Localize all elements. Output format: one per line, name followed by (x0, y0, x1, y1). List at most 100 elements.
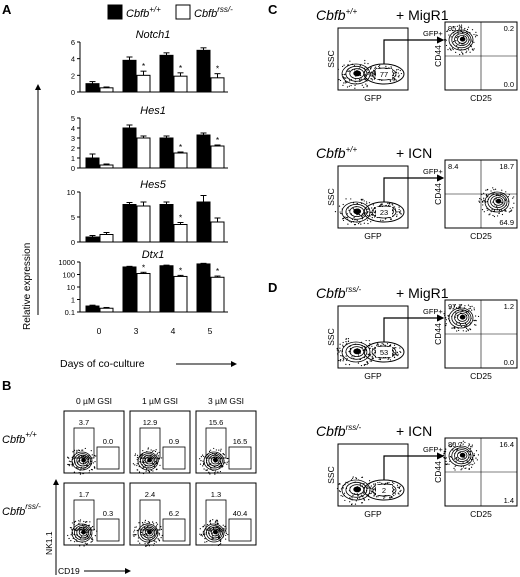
row-genotype-label-sup: +/+ (25, 430, 37, 439)
event-dot (454, 316, 457, 318)
event-dot (371, 216, 373, 219)
event-dot (78, 520, 80, 522)
event-dot (359, 497, 361, 499)
event-dot (372, 204, 374, 206)
event-dot (398, 76, 400, 78)
event-dot (373, 488, 375, 490)
event-dot (366, 219, 369, 221)
event-dot (81, 455, 83, 457)
panel-label-c: C (268, 2, 278, 17)
event-dot (479, 198, 481, 200)
event-dot (394, 206, 396, 208)
nk-gate-value: 12.9 (143, 418, 158, 427)
event-dot (154, 450, 157, 453)
event-dot (461, 51, 463, 53)
event-dot (338, 78, 340, 81)
row-genotype-label-base: Cbfb (2, 506, 25, 518)
event-dot (379, 64, 381, 66)
event-dot (74, 520, 77, 522)
event-dot (382, 219, 384, 222)
event-dot (359, 64, 361, 67)
event-dot (79, 545, 81, 547)
event-dot (391, 483, 393, 486)
event-dot (161, 534, 163, 537)
panel-label-d: D (268, 280, 277, 295)
quadrant-ul-value: 8.4 (448, 162, 458, 171)
event-dot (399, 69, 401, 72)
event-dot (470, 46, 472, 48)
bar-wt (85, 236, 100, 243)
event-dot (340, 359, 342, 361)
genotype-label: Cbfb+/+ (316, 145, 357, 161)
bar-ko (173, 224, 188, 243)
event-dot (145, 528, 147, 530)
event-dot (398, 493, 400, 495)
event-dot (396, 351, 399, 353)
quadrant-lr-value: 0.0 (504, 358, 514, 367)
event-dot (471, 309, 473, 311)
ssc-gfp-plot: 53 SSC GFP (326, 305, 409, 381)
cd25-axis-label: CD25 (470, 231, 492, 241)
event-dot (473, 454, 476, 457)
event-dot (444, 457, 446, 460)
event-dot (358, 214, 361, 216)
event-dot (393, 78, 395, 81)
event-dot (473, 462, 476, 464)
event-dot (347, 218, 349, 220)
event-dot (348, 70, 350, 72)
event-dot (344, 216, 346, 218)
event-dot (400, 489, 402, 491)
event-dot (381, 343, 383, 345)
event-dot (223, 454, 225, 456)
event-dot (452, 308, 454, 310)
contour-ring (213, 458, 219, 463)
event-dot (138, 522, 140, 524)
event-dot (444, 311, 446, 313)
event-dot (224, 530, 227, 532)
bar-chart-notch1: Notch1 0 2 4 6 * * * (71, 29, 228, 97)
cd44-cd25-plot: 95.6 0.2 0.0 CD44 CD25 (433, 21, 518, 103)
y-tick-label: 5 (71, 114, 75, 123)
event-dot (91, 540, 93, 543)
event-dot (369, 73, 371, 75)
event-dot (384, 496, 386, 498)
event-dot (379, 66, 381, 69)
event-dot (71, 522, 73, 524)
event-dot (462, 466, 465, 468)
event-dot (505, 210, 507, 212)
event-dot (375, 66, 377, 68)
event-dot (374, 349, 376, 351)
event-dot (145, 468, 148, 470)
cd19-gate-value: 16.5 (233, 437, 248, 446)
event-dot (510, 209, 513, 211)
event-dot (211, 538, 213, 540)
contour-ring (76, 454, 90, 467)
event-dot (142, 450, 144, 452)
event-dot (339, 483, 341, 485)
event-dot (204, 538, 206, 540)
quadrant-lr-value: 1.4 (504, 496, 514, 505)
event-dot (367, 69, 369, 71)
event-dot (148, 545, 150, 547)
bar-ko (210, 221, 225, 243)
event-dot (445, 39, 447, 41)
event-dot (445, 319, 447, 321)
row-genotype-label: Cbfbrss/- (2, 502, 41, 518)
event-dot (392, 204, 394, 206)
event-dot (370, 360, 373, 362)
contour-ring (203, 451, 225, 471)
y-tick-label: 4 (71, 124, 75, 133)
event-dot (145, 470, 147, 472)
contour-ring (345, 343, 368, 360)
event-dot (83, 545, 85, 547)
event-dot (206, 523, 209, 526)
contour-ring (139, 525, 157, 541)
event-dot (366, 363, 368, 366)
event-dot (470, 466, 473, 468)
event-dot (354, 503, 357, 505)
event-dot (453, 305, 455, 307)
event-dot (374, 67, 376, 69)
event-dot (453, 41, 455, 43)
event-dot (148, 471, 150, 474)
event-dot (443, 313, 445, 315)
